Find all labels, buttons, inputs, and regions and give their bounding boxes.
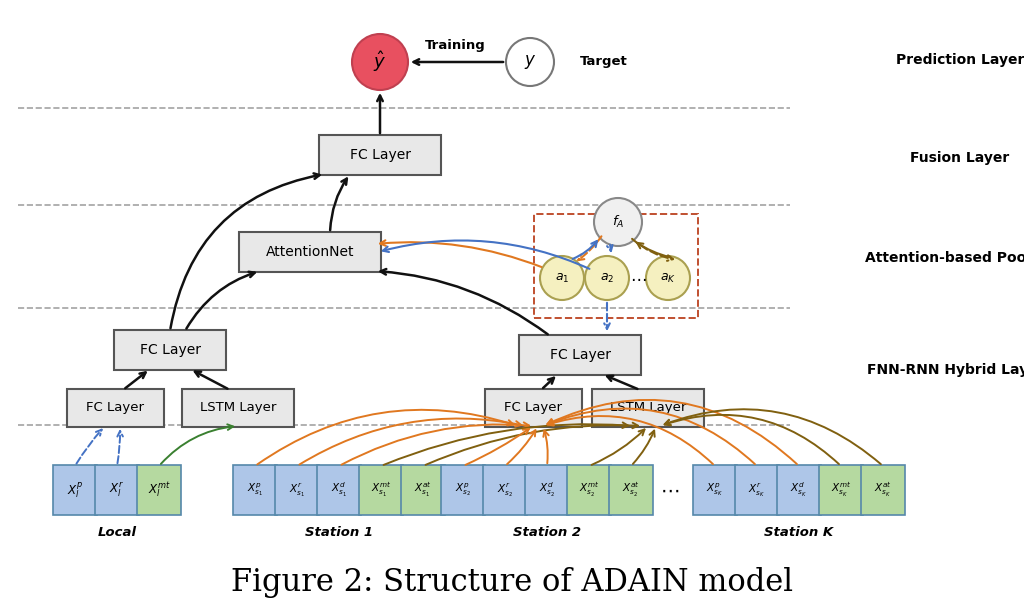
FancyBboxPatch shape <box>592 389 705 427</box>
Text: Station 2: Station 2 <box>513 526 581 539</box>
FancyBboxPatch shape <box>359 465 403 515</box>
FancyBboxPatch shape <box>114 330 226 370</box>
FancyBboxPatch shape <box>239 232 381 272</box>
FancyBboxPatch shape <box>693 465 737 515</box>
FancyBboxPatch shape <box>67 389 164 427</box>
FancyBboxPatch shape <box>441 465 485 515</box>
Text: FC Layer: FC Layer <box>86 402 144 414</box>
Text: $X_{s_K}^p$: $X_{s_K}^p$ <box>707 482 724 498</box>
FancyBboxPatch shape <box>319 135 441 175</box>
FancyBboxPatch shape <box>483 465 527 515</box>
FancyBboxPatch shape <box>861 465 905 515</box>
Text: $X_{s_2}^r$: $X_{s_2}^r$ <box>497 481 513 499</box>
Circle shape <box>646 256 690 300</box>
Text: FC Layer: FC Layer <box>349 148 411 162</box>
FancyBboxPatch shape <box>735 465 779 515</box>
FancyBboxPatch shape <box>182 389 294 427</box>
Text: $f_A$: $f_A$ <box>611 214 625 230</box>
Circle shape <box>540 256 584 300</box>
Text: $X_l^r$: $X_l^r$ <box>110 481 125 499</box>
Circle shape <box>594 198 642 246</box>
Text: Local: Local <box>97 526 136 539</box>
FancyBboxPatch shape <box>525 465 569 515</box>
Text: $X_{s_1}^r$: $X_{s_1}^r$ <box>289 481 305 499</box>
FancyBboxPatch shape <box>275 465 319 515</box>
Text: $X_l^p$: $X_l^p$ <box>67 480 83 500</box>
FancyBboxPatch shape <box>609 465 653 515</box>
Text: $X_{s_1}^{at}$: $X_{s_1}^{at}$ <box>414 481 432 499</box>
Text: Attention-based Pooling: Attention-based Pooling <box>865 251 1024 265</box>
Text: AttentionNet: AttentionNet <box>266 245 354 259</box>
FancyBboxPatch shape <box>819 465 863 515</box>
Text: $X_{s_K}^{mt}$: $X_{s_K}^{mt}$ <box>830 481 851 499</box>
Text: LSTM Layer: LSTM Layer <box>610 402 686 414</box>
FancyBboxPatch shape <box>401 465 445 515</box>
Text: Station K: Station K <box>765 526 834 539</box>
FancyBboxPatch shape <box>484 389 582 427</box>
FancyBboxPatch shape <box>53 465 97 515</box>
Text: $X_{s_K}^{at}$: $X_{s_K}^{at}$ <box>874 481 892 499</box>
FancyBboxPatch shape <box>95 465 139 515</box>
Circle shape <box>352 34 408 90</box>
Text: $\hat{y}$: $\hat{y}$ <box>374 50 387 74</box>
FancyBboxPatch shape <box>519 335 641 375</box>
Text: LSTM Layer: LSTM Layer <box>200 402 276 414</box>
Text: FC Layer: FC Layer <box>139 343 201 357</box>
Text: $y$: $y$ <box>523 53 537 71</box>
Text: Fusion Layer: Fusion Layer <box>910 151 1010 165</box>
FancyBboxPatch shape <box>777 465 821 515</box>
Text: FC Layer: FC Layer <box>550 348 610 362</box>
Text: Prediction Layer: Prediction Layer <box>896 53 1024 67</box>
FancyBboxPatch shape <box>137 465 181 515</box>
Text: $X_{s_1}^{mt}$: $X_{s_1}^{mt}$ <box>371 481 391 499</box>
Text: $X_{s_2}^{at}$: $X_{s_2}^{at}$ <box>622 481 640 499</box>
Text: $a_2$: $a_2$ <box>600 272 614 284</box>
Circle shape <box>585 256 629 300</box>
Text: $X_{s_K}^r$: $X_{s_K}^r$ <box>749 481 766 499</box>
Text: $X_{s_K}^d$: $X_{s_K}^d$ <box>791 481 808 499</box>
Text: $\cdots$: $\cdots$ <box>660 481 680 500</box>
Text: $X_{s_1}^d$: $X_{s_1}^d$ <box>331 481 347 499</box>
Text: FC Layer: FC Layer <box>504 402 562 414</box>
Text: Target: Target <box>580 56 628 69</box>
FancyBboxPatch shape <box>567 465 611 515</box>
Text: Figure 2: Structure of ADAIN model: Figure 2: Structure of ADAIN model <box>231 568 793 598</box>
Text: $X_{s_2}^d$: $X_{s_2}^d$ <box>539 481 555 499</box>
Text: Station 1: Station 1 <box>305 526 373 539</box>
Text: $\cdots$: $\cdots$ <box>630 269 646 287</box>
Text: $a_1$: $a_1$ <box>555 272 569 284</box>
Text: $a_K$: $a_K$ <box>660 272 676 284</box>
Text: $X_{s_1}^p$: $X_{s_1}^p$ <box>247 482 263 498</box>
Text: $X_l^{mt}$: $X_l^{mt}$ <box>147 481 170 500</box>
FancyBboxPatch shape <box>233 465 278 515</box>
FancyBboxPatch shape <box>317 465 361 515</box>
Text: $X_{s_2}^{mt}$: $X_{s_2}^{mt}$ <box>579 481 599 499</box>
Text: $X_{s_2}^p$: $X_{s_2}^p$ <box>455 482 471 498</box>
Text: Training: Training <box>425 39 485 53</box>
Circle shape <box>506 38 554 86</box>
Text: FNN-RNN Hybrid Layers: FNN-RNN Hybrid Layers <box>867 363 1024 377</box>
